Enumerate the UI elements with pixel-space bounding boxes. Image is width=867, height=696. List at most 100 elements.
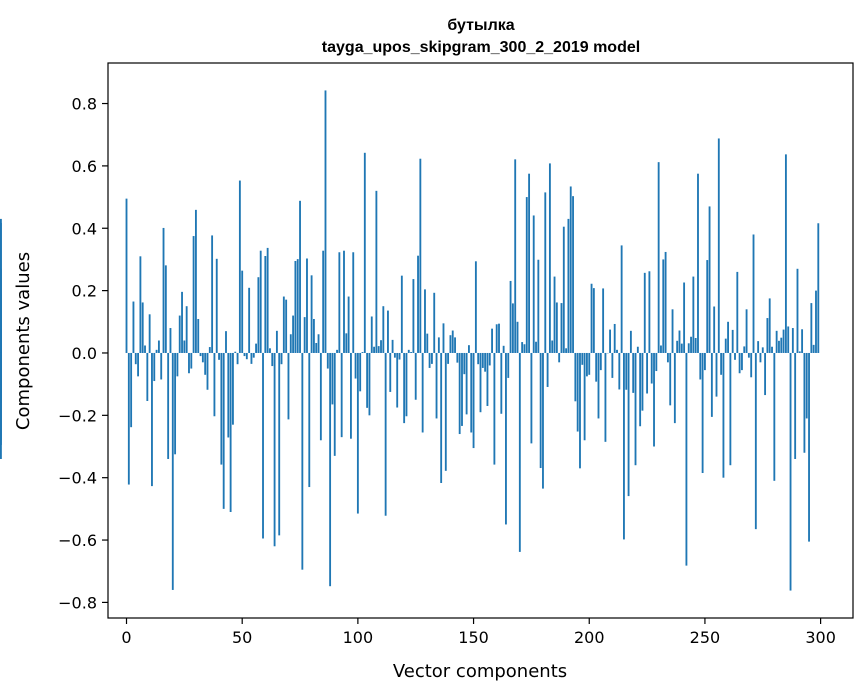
bar (461, 352, 463, 426)
bar (734, 352, 736, 360)
bar (514, 159, 517, 353)
bar (523, 344, 526, 353)
bar (347, 296, 350, 353)
bar (227, 352, 230, 438)
bar (495, 324, 498, 353)
bar (565, 348, 568, 353)
bar (572, 196, 574, 353)
bar (245, 352, 248, 360)
bar (817, 223, 820, 353)
bar (551, 340, 554, 353)
bar (442, 323, 445, 353)
bar (236, 352, 239, 365)
bar (437, 337, 440, 353)
bar (271, 352, 274, 367)
bar (243, 352, 246, 357)
bar (169, 328, 172, 353)
bar (188, 352, 190, 374)
bar (218, 352, 220, 360)
bar (319, 352, 322, 441)
bar (373, 346, 375, 353)
bar (791, 328, 794, 353)
bar (602, 288, 605, 353)
bar (516, 321, 519, 353)
bar (657, 162, 660, 353)
bar (611, 352, 614, 378)
bar (539, 352, 542, 469)
bar (181, 291, 183, 353)
bar (773, 352, 776, 481)
bar (340, 352, 343, 438)
bar (315, 342, 318, 353)
bar (273, 352, 276, 547)
bar (454, 337, 456, 353)
bar (280, 352, 283, 365)
bar (197, 318, 200, 353)
bar (428, 352, 431, 368)
bar (782, 329, 785, 353)
bar (801, 329, 804, 353)
bar (717, 138, 720, 353)
bar (0, 268, 2, 353)
bar (174, 352, 177, 455)
bar (590, 283, 593, 353)
bar (576, 352, 579, 432)
bar (137, 352, 139, 377)
bar (329, 352, 332, 587)
bar (405, 352, 408, 417)
bar (636, 346, 639, 353)
bar (234, 351, 237, 353)
x-tick-label: 300 (805, 628, 836, 647)
bar (754, 352, 757, 530)
bar (731, 329, 734, 353)
bar (583, 352, 586, 441)
bar (498, 323, 500, 353)
bar (528, 173, 531, 353)
y-tick-label: −0.6 (58, 531, 97, 550)
y-tick-label: 0.8 (72, 95, 97, 114)
axis-ticks: 0 50 100 150 200 250 300 −0.8 −0.6 −0.4 −0.2 0.0 0.2… (58, 95, 836, 647)
bar (669, 352, 672, 406)
bar (560, 303, 563, 353)
bar (393, 352, 396, 358)
bar (352, 252, 355, 353)
bar (299, 200, 301, 353)
bar (444, 352, 447, 471)
bar (743, 346, 746, 353)
bar (282, 296, 285, 353)
y-tick-label: 0.0 (72, 344, 97, 363)
bar (757, 341, 760, 353)
bar (164, 265, 167, 353)
bar (641, 352, 644, 411)
bar (456, 352, 459, 363)
bar (354, 352, 357, 379)
x-tick-label: 0 (121, 628, 131, 647)
bar (403, 352, 406, 424)
bar (134, 352, 137, 365)
bar (678, 330, 681, 353)
bar (812, 344, 815, 353)
bar (366, 352, 369, 408)
bar (368, 352, 371, 416)
bar (474, 261, 477, 353)
bar (470, 352, 473, 433)
bar (384, 352, 387, 516)
bar (747, 352, 750, 358)
bar (810, 303, 813, 353)
bar (241, 270, 244, 353)
bar (511, 303, 514, 353)
bar (248, 287, 251, 353)
bar (484, 352, 487, 372)
bar (673, 352, 676, 424)
bar (303, 317, 306, 353)
bar (292, 315, 295, 353)
bar (440, 352, 443, 483)
bar (391, 339, 394, 353)
bar (604, 352, 607, 442)
y-axis-label: Components values (13, 252, 34, 430)
bar (151, 352, 153, 487)
bar (269, 348, 271, 353)
bar (599, 352, 602, 371)
bar (567, 218, 570, 353)
bar (715, 352, 718, 397)
